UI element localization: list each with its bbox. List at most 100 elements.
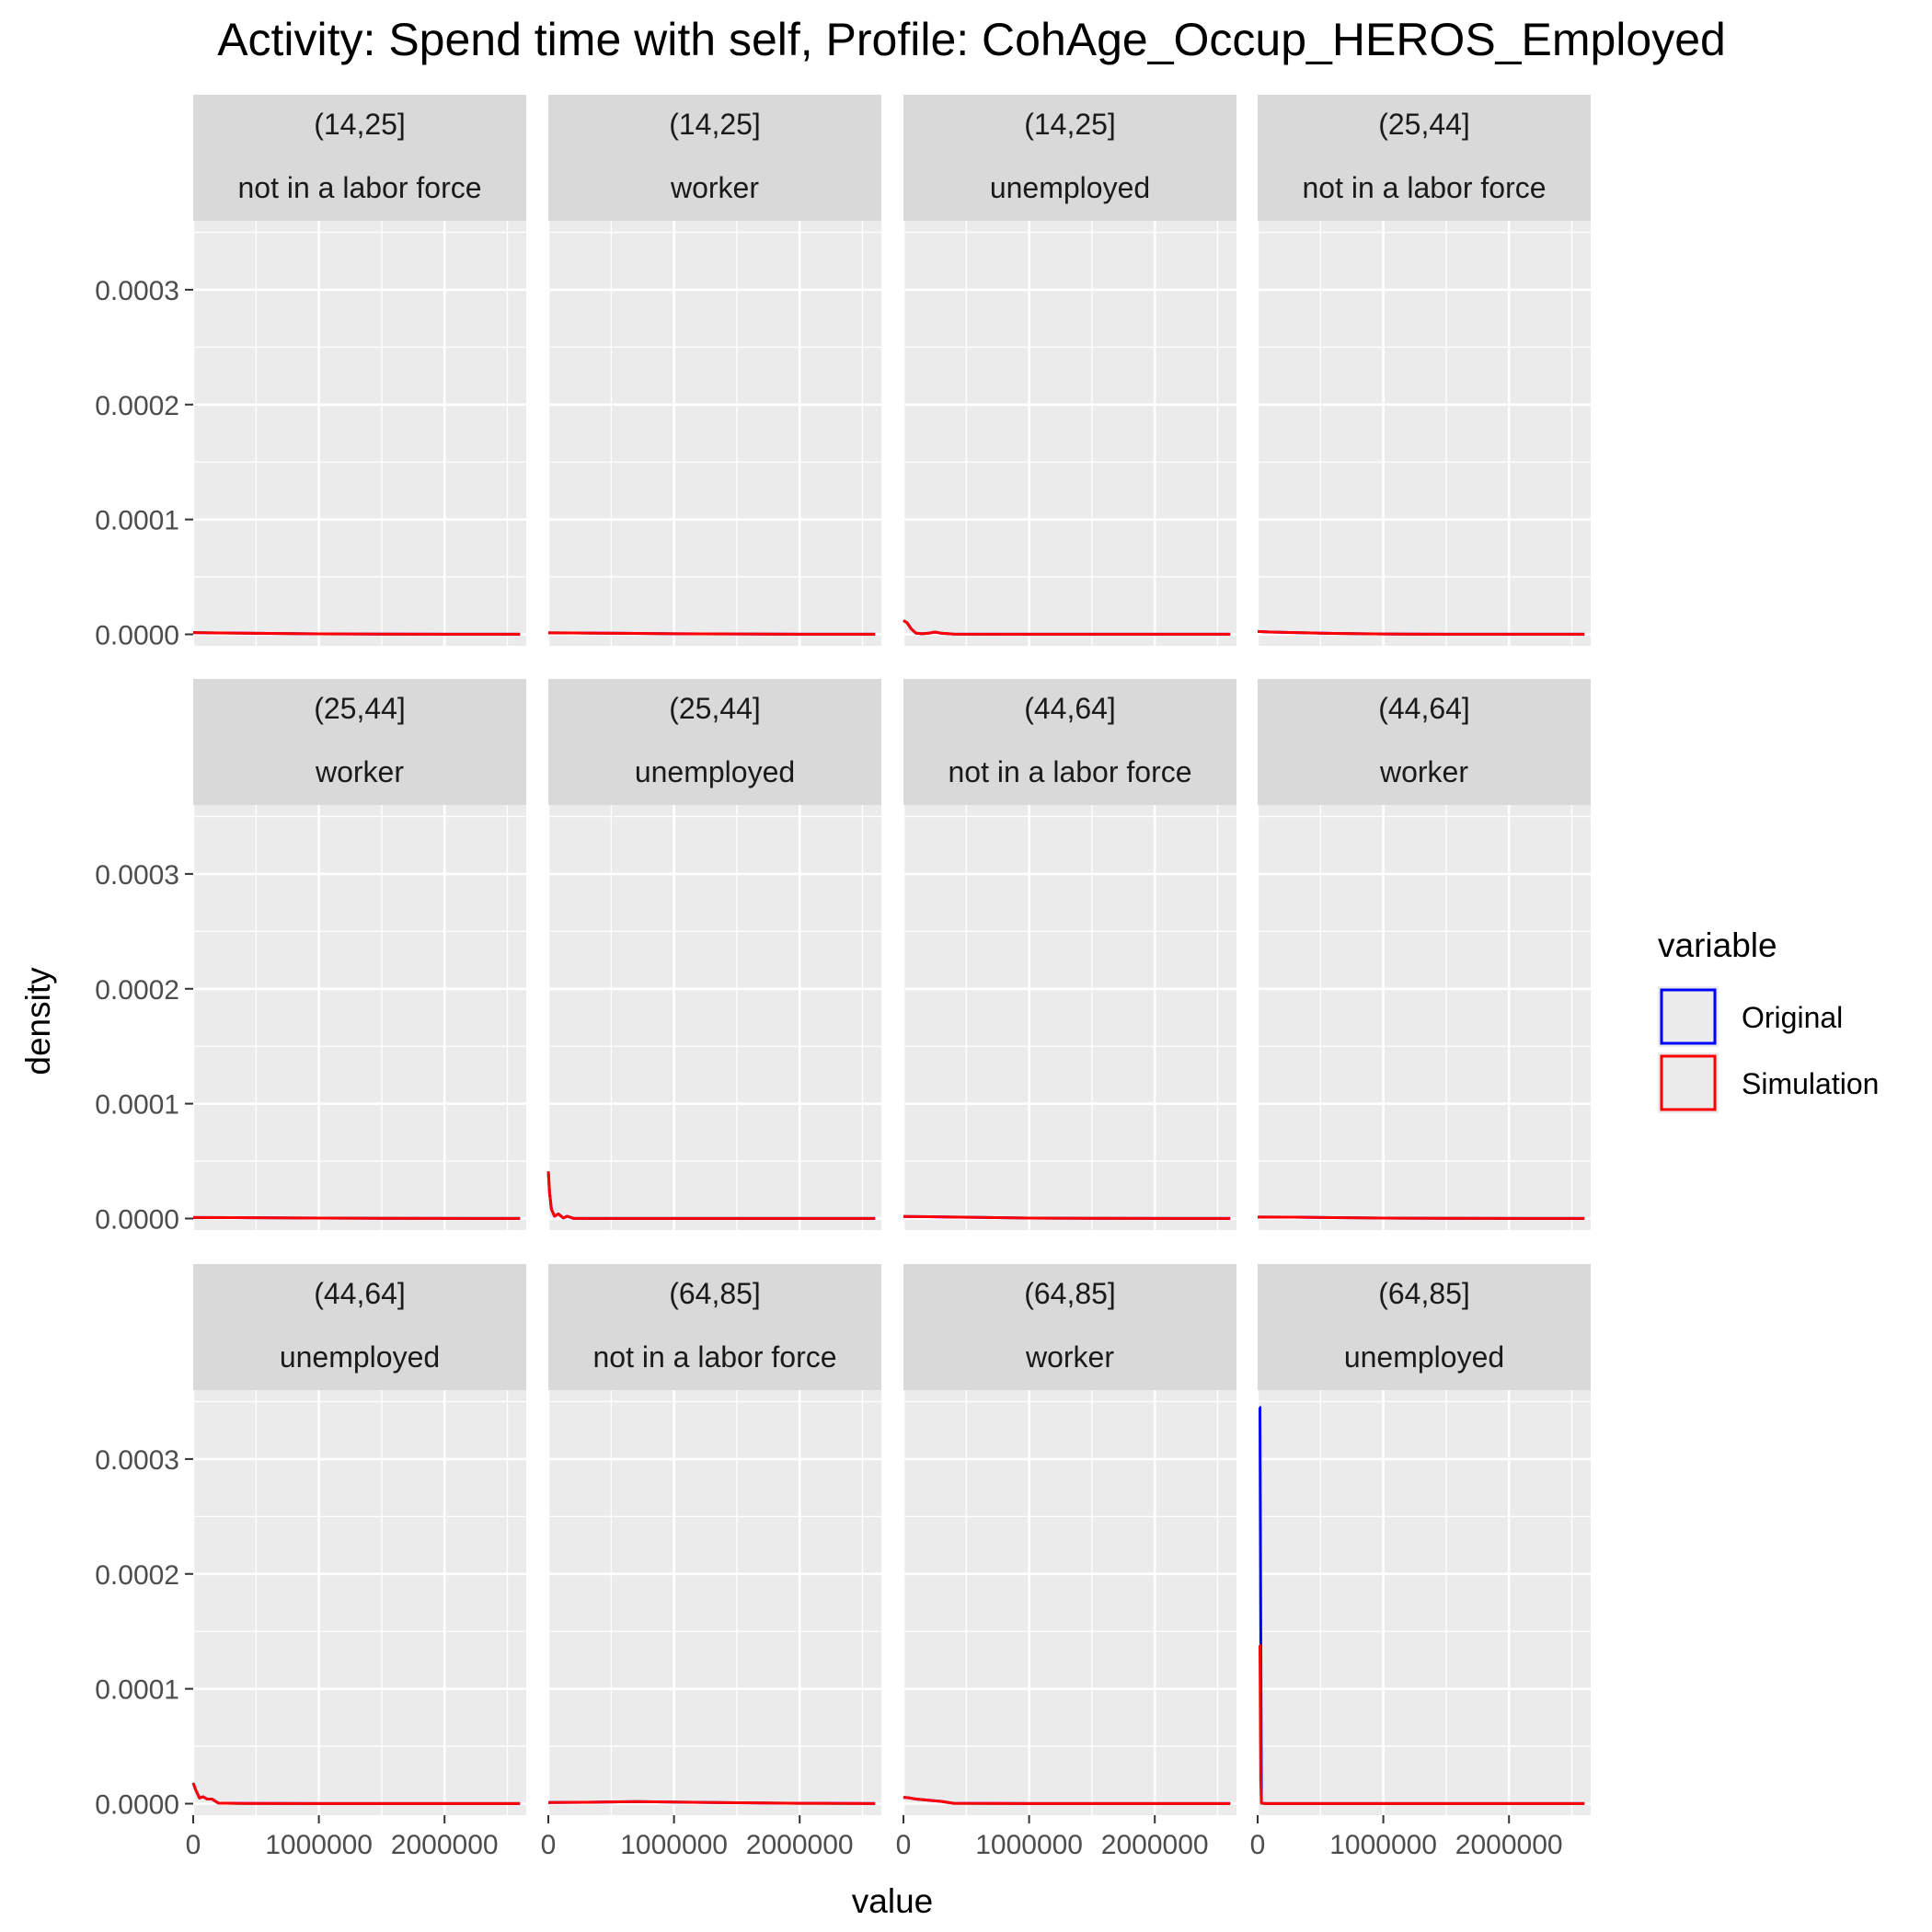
y-tick-label: 0.0003 [95, 860, 179, 891]
legend-entries: Original Simulation [1658, 986, 1879, 1113]
facet-strip [548, 1264, 881, 1390]
series-line-simulation [547, 1800, 876, 1805]
y-tick-label: 0.0002 [95, 975, 179, 1006]
facet-panel: (14,25] worker [546, 95, 881, 646]
panel-background [193, 221, 526, 646]
series-line-simulation [903, 619, 1231, 636]
facet-strip [1258, 95, 1591, 221]
y-axes: 0.0000 0.0001 0.0002 0.0003 0.0000 0.0001 0.00… [95, 276, 193, 1821]
x-tick-label: 0 [186, 1830, 201, 1860]
y-tick-label: 0.0002 [95, 391, 179, 421]
x-tick-label: 1000000 [265, 1830, 373, 1860]
series-line-simulation [191, 1782, 521, 1805]
y-tick-label: 0.0001 [95, 1675, 179, 1706]
panel-background [903, 1390, 1236, 1815]
series-line-simulation [192, 1215, 521, 1220]
legend: variable Original Simulation [1658, 926, 1879, 1113]
facet-age-label: (64,85] [1378, 1277, 1470, 1310]
legend-title: variable [1658, 926, 1777, 964]
panel-background [1258, 805, 1591, 1230]
series-line-simulation [192, 631, 521, 636]
panel-background [193, 805, 526, 1230]
facet-panel: (25,44] not in a labor force [1256, 95, 1591, 646]
panel-background [548, 805, 881, 1230]
facet-occupation-label: unemployed [280, 1340, 440, 1374]
facet-occupation-label: unemployed [1344, 1340, 1504, 1374]
facet-strip [193, 1264, 526, 1390]
x-tick-label: 1000000 [620, 1830, 728, 1860]
x-axes: 0 1000000 2000000 0 1000000 2000000 0 1000000 20… [186, 1815, 1563, 1860]
x-tick-label: 0 [1250, 1830, 1266, 1860]
facet-panel: (64,85] not in a labor force [546, 1264, 881, 1815]
facet-age-label: (25,44] [314, 692, 406, 725]
facet-age-label: (14,25] [314, 108, 406, 141]
x-tick-label: 0 [541, 1830, 557, 1860]
panel-background [903, 221, 1236, 646]
x-tick-label: 2000000 [1101, 1830, 1209, 1860]
facet-age-label: (44,64] [1378, 692, 1470, 725]
facet-occupation-label: worker [1025, 1340, 1114, 1374]
panel-background [1258, 221, 1591, 646]
facet-panel: (44,64] unemployed [191, 1264, 526, 1815]
facet-occupation-label: not in a labor force [237, 171, 481, 204]
x-tick-label: 1000000 [1329, 1830, 1437, 1860]
y-tick-label: 0.0003 [95, 276, 179, 306]
panel-background [548, 221, 881, 646]
facet-panel: (25,44] unemployed [546, 679, 881, 1230]
facet-occupation-label: worker [670, 171, 759, 204]
facet-panel: (44,64] worker [1256, 679, 1591, 1230]
x-axis-label: value [852, 1882, 933, 1920]
facet-occupation-label: unemployed [635, 755, 795, 788]
series-line-simulation [547, 631, 876, 636]
legend-key-simulation [1660, 1054, 1717, 1111]
facet-strip [548, 679, 881, 805]
facet-age-label: (64,85] [669, 1277, 761, 1310]
series-line-simulation [903, 1796, 1231, 1805]
facet-panels: (14,25] not in a labor force (14,25] worker… [191, 95, 1591, 1815]
facet-strip [193, 679, 526, 805]
y-tick-label: 0.0001 [95, 506, 179, 536]
panel-background [193, 1390, 526, 1815]
y-tick-label: 0.0003 [95, 1445, 179, 1476]
x-tick-label: 1000000 [975, 1830, 1083, 1860]
y-axis-label: density [19, 967, 57, 1075]
y-tick-label: 0.0000 [95, 1790, 179, 1821]
panel-background [1258, 1390, 1591, 1815]
facet-age-label: (14,25] [1024, 108, 1116, 141]
panel-background [903, 805, 1236, 1230]
series-line-simulation [1259, 1643, 1585, 1805]
x-tick-label: 2000000 [1455, 1830, 1563, 1860]
x-tick-label: 2000000 [746, 1830, 854, 1860]
facet-age-label: (25,44] [669, 692, 761, 725]
facet-strip [903, 679, 1236, 805]
legend-key-background [1658, 1052, 1719, 1113]
facet-strip [193, 95, 526, 221]
facet-occupation-label: not in a labor force [1302, 171, 1546, 204]
facet-age-label: (44,64] [314, 1277, 406, 1310]
facet-occupation-label: not in a labor force [592, 1340, 836, 1374]
y-tick-label: 0.0000 [95, 621, 179, 651]
chart-title: Activity: Spend time with self, Profile:… [217, 14, 1726, 65]
legend-label-original: Original [1742, 1001, 1843, 1034]
legend-key-original [1660, 988, 1717, 1045]
y-tick-label: 0.0000 [95, 1205, 179, 1236]
facet-panel: (25,44] worker [191, 679, 526, 1230]
facet-panel: (44,64] not in a labor force [902, 679, 1236, 1230]
facet-panel: (64,85] unemployed [1256, 1264, 1591, 1815]
series-line-simulation [903, 1214, 1231, 1220]
series-line-simulation [546, 1171, 876, 1220]
facet-age-label: (14,25] [669, 108, 761, 141]
facet-strip [903, 1264, 1236, 1390]
facet-panel: (64,85] worker [902, 1264, 1236, 1815]
facet-strip [1258, 679, 1591, 805]
facet-panel: (14,25] not in a labor force [191, 95, 526, 646]
x-tick-label: 0 [896, 1830, 912, 1860]
facet-strip [903, 95, 1236, 221]
x-tick-label: 2000000 [391, 1830, 499, 1860]
y-tick-label: 0.0002 [95, 1560, 179, 1591]
y-tick-label: 0.0001 [95, 1090, 179, 1121]
facet-panel: (14,25] unemployed [902, 95, 1236, 646]
facet-occupation-label: worker [315, 755, 404, 788]
legend-label-simulation: Simulation [1742, 1067, 1879, 1100]
